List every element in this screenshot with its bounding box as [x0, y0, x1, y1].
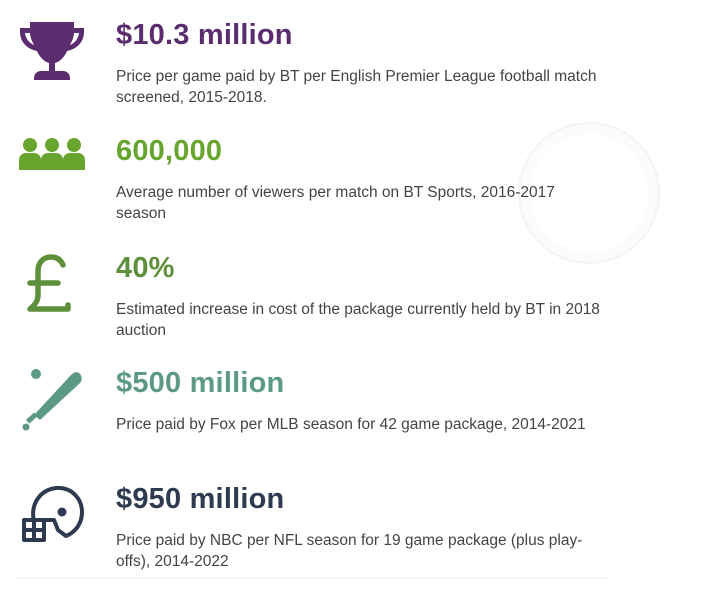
- watermark-seal: [518, 122, 660, 264]
- stat-item-bt-viewers: 600,000 Average number of viewers per ma…: [0, 134, 709, 244]
- stat-item-bt-increase: 40% Estimated increase in cost of the pa…: [0, 251, 709, 361]
- stat-description: Price per game paid by BT per English Pr…: [116, 68, 597, 106]
- stat-figure: $10.3 million: [116, 19, 293, 51]
- stat-description: Price paid by Fox per MLB season for 42 …: [116, 416, 586, 433]
- baseball-bat-icon: [14, 366, 90, 438]
- stat-item-fox-mlb: $500 million Price paid by Fox per MLB s…: [0, 366, 709, 476]
- stat-figure: $950 million: [116, 483, 285, 515]
- stat-item-bt-price: $10.3 million Price per game paid by BT …: [0, 18, 709, 128]
- pound-icon: [14, 251, 90, 323]
- stat-description: Estimated increase in cost of the packag…: [116, 301, 600, 339]
- trophy-icon: [14, 18, 90, 90]
- people-icon: [14, 134, 90, 206]
- football-helmet-icon: [14, 482, 90, 554]
- stat-item-nbc-nfl: $950 million Price paid by NBC per NFL s…: [0, 482, 709, 592]
- stat-description: Price paid by NBC per NFL season for 19 …: [116, 532, 583, 570]
- stat-figure: $500 million: [116, 367, 285, 399]
- stat-figure: 600,000: [116, 135, 223, 167]
- divider: [14, 578, 606, 579]
- stat-description: Average number of viewers per match on B…: [116, 184, 555, 222]
- stat-figure: 40%: [116, 252, 175, 284]
